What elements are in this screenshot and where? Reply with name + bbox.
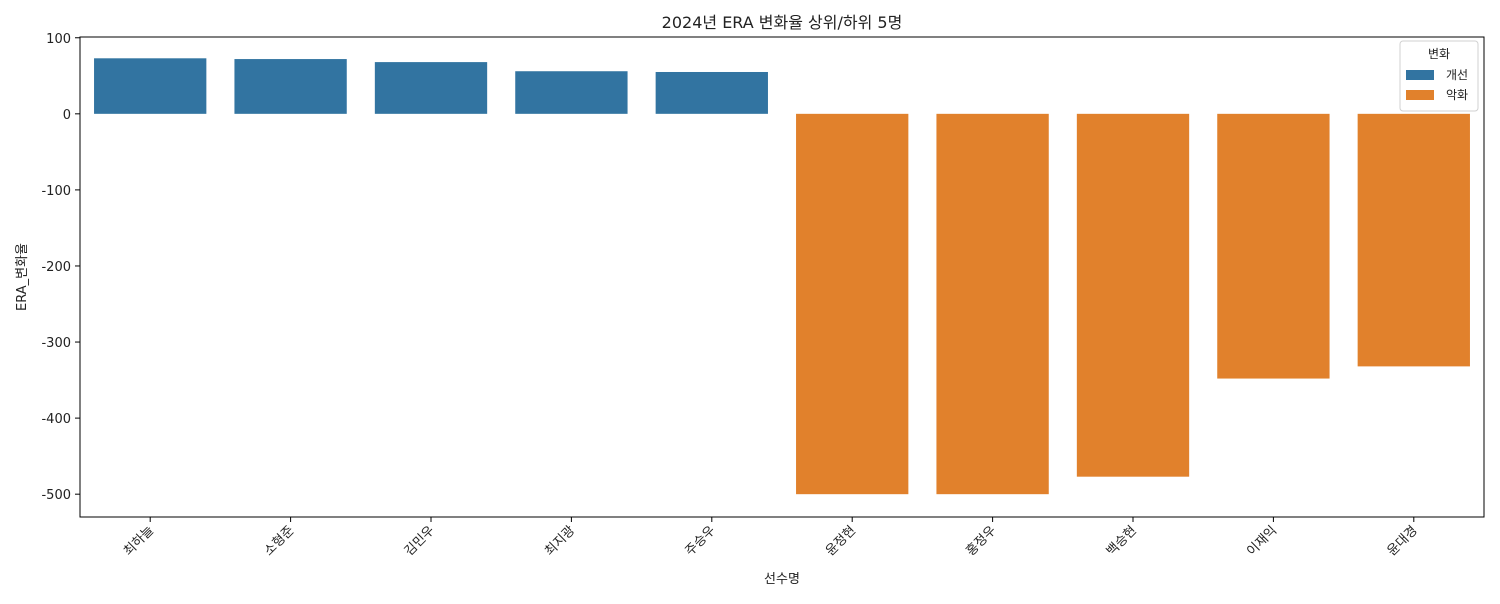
y-axis-ticks: 100 0 -100 -200 -300 -400 -500	[41, 32, 80, 503]
y-tick-label: 100	[46, 32, 71, 47]
plot-frame	[79, 36, 1485, 518]
y-tick-label: -100	[41, 184, 71, 199]
bar-9	[1217, 113, 1330, 379]
bar-2	[234, 59, 347, 114]
bars-layer	[94, 58, 1470, 495]
legend-swatch-worsen	[1406, 90, 1434, 100]
x-tick-label: 홍정우	[963, 523, 999, 559]
x-tick-label: 김민우	[402, 523, 438, 559]
x-tick-label: 백승현	[1104, 523, 1140, 559]
x-axis-label: 선수명	[764, 572, 800, 587]
y-tick-label: -300	[41, 336, 71, 351]
y-tick-label: -200	[41, 260, 71, 275]
y-axis-label: ERA_변화율	[15, 243, 30, 311]
x-tick-label: 이재익	[1244, 523, 1280, 559]
x-tick-label: 윤정현	[823, 523, 859, 559]
bar-5	[655, 71, 768, 114]
bar-4	[515, 71, 628, 114]
x-tick-label: 소형준	[261, 523, 297, 559]
x-tick-label: 최지광	[542, 523, 578, 559]
x-tick-label: 주승우	[683, 523, 719, 559]
x-tick-label: 최하늘	[121, 523, 157, 559]
legend-label-worsen: 악화	[1446, 88, 1468, 102]
chart-title: 2024년 ERA 변화율 상위/하위 5명	[662, 13, 903, 32]
legend-label-improve: 개선	[1446, 68, 1468, 82]
x-tick-label: 윤대경	[1385, 523, 1421, 559]
bar-8	[1076, 113, 1190, 477]
legend: 변화 개선 악화	[1399, 40, 1479, 112]
x-axis-ticks: 최하늘 소형준 김민우 최지광 주승우 윤정현 홍정우 백승현 이재익 윤대경	[121, 517, 1421, 559]
y-tick-label: -500	[41, 488, 71, 503]
legend-title: 변화	[1428, 47, 1450, 61]
bar-10	[1357, 113, 1470, 367]
bar-3	[374, 62, 488, 114]
y-tick-label: -400	[41, 412, 71, 427]
bar-6	[796, 113, 909, 495]
legend-swatch-improve	[1406, 70, 1434, 80]
y-tick-label: 0	[63, 108, 71, 123]
bar-7	[936, 113, 1049, 495]
bar-1	[94, 58, 207, 114]
